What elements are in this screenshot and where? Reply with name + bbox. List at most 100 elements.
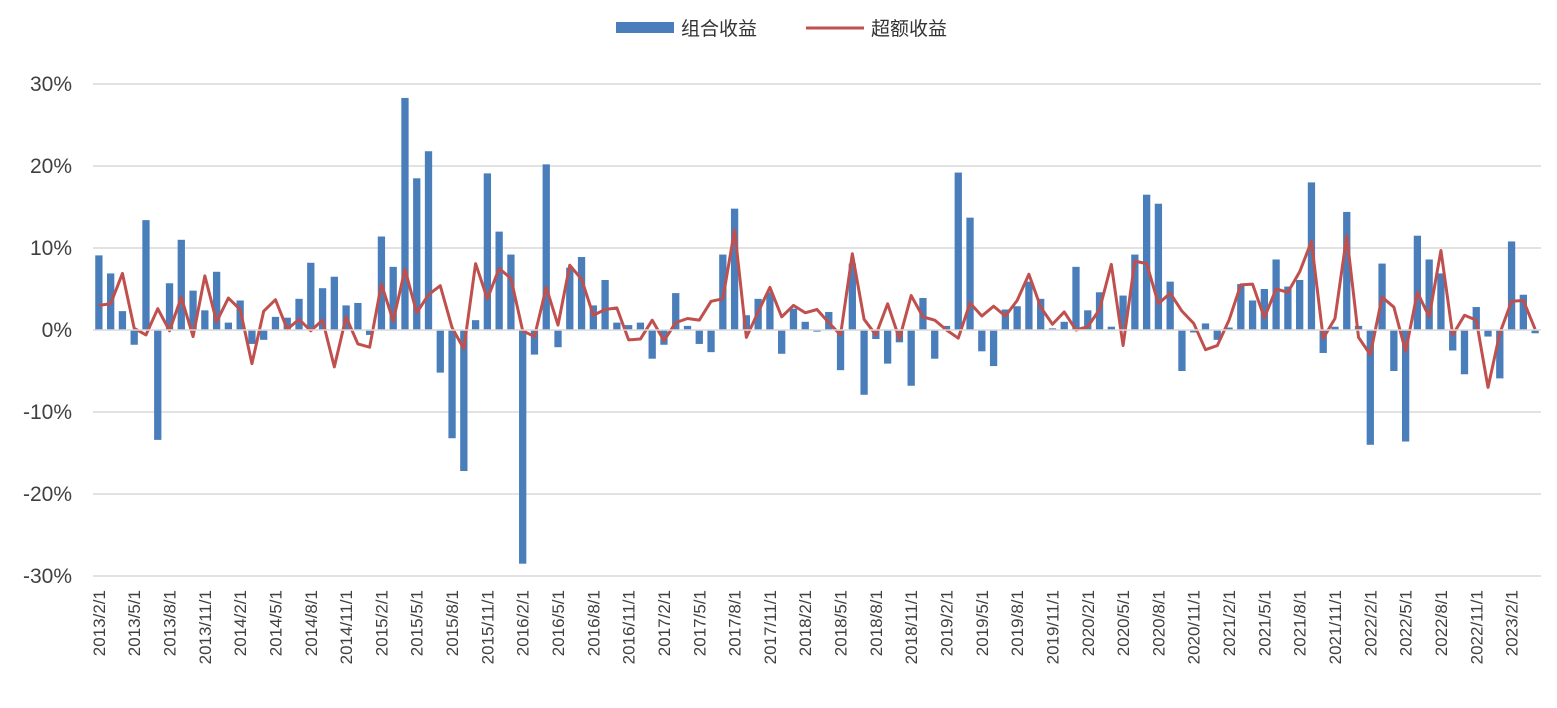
x-tick-label: 2019/2/1 <box>937 590 956 656</box>
x-tick-label: 2020/5/1 <box>1114 590 1133 656</box>
bar-18 <box>307 262 315 330</box>
bar-23 <box>366 330 374 335</box>
x-tick-label: 2017/2/1 <box>655 590 674 656</box>
x-tick-label: 2013/2/1 <box>90 590 109 656</box>
bar-59 <box>789 308 798 330</box>
bar-49 <box>672 293 680 330</box>
x-tick-label: 2018/2/1 <box>796 590 815 656</box>
x-tick-label: 2016/2/1 <box>514 590 533 656</box>
bar-110 <box>1390 330 1398 371</box>
bar-97 <box>1237 284 1245 330</box>
x-tick-label: 2021/11/1 <box>1326 590 1345 664</box>
bar-34 <box>495 231 503 330</box>
x-tick-label: 2014/2/1 <box>231 590 250 656</box>
bar-series <box>95 97 1539 564</box>
bar-2 <box>118 311 127 330</box>
bar-15 <box>271 316 280 330</box>
bar-115 <box>1449 330 1457 351</box>
bar-37 <box>530 330 539 355</box>
bar-74 <box>966 217 974 330</box>
bar-5 <box>154 330 162 440</box>
legend: 组合收益 超额收益 <box>616 18 947 40</box>
bar-61 <box>813 330 821 332</box>
x-tick-label: 2022/8/1 <box>1432 590 1451 656</box>
bar-35 <box>507 254 515 330</box>
bar-100 <box>1272 259 1280 330</box>
bar-93 <box>1190 330 1198 333</box>
bar-116 <box>1460 330 1469 375</box>
bar-104 <box>1319 330 1327 353</box>
bar-103 <box>1307 182 1316 330</box>
bar-96 <box>1225 327 1233 330</box>
x-tick-label: 2018/5/1 <box>832 590 851 656</box>
x-tick-label: 2019/5/1 <box>973 590 992 656</box>
bar-77 <box>1001 309 1010 330</box>
bar-22 <box>354 302 362 330</box>
x-tick-label: 2017/11/1 <box>761 590 780 664</box>
x-tick-label: 2013/11/1 <box>196 590 215 664</box>
x-tick-label: 2021/5/1 <box>1255 590 1274 656</box>
x-tick-label: 2021/8/1 <box>1291 590 1310 656</box>
bar-80 <box>1037 298 1045 330</box>
x-tick-label: 2013/8/1 <box>161 590 180 656</box>
bar-105 <box>1331 326 1339 330</box>
x-tick-label: 2014/5/1 <box>266 590 285 656</box>
bar-118 <box>1484 330 1492 337</box>
y-tick-label: -10% <box>23 401 72 424</box>
bar-33 <box>483 173 492 330</box>
bar-25 <box>389 266 397 330</box>
x-tick-label: 2022/2/1 <box>1361 590 1380 656</box>
bar-41 <box>577 257 586 330</box>
bar-52 <box>707 330 715 353</box>
x-tick-label: 2016/5/1 <box>549 590 568 656</box>
x-tick-label: 2019/11/1 <box>1043 590 1062 664</box>
bar-60 <box>801 321 809 330</box>
bar-88 <box>1131 254 1139 330</box>
legend-label-line: 超额收益 <box>871 18 947 40</box>
bar-112 <box>1413 235 1422 330</box>
bar-13 <box>248 330 256 344</box>
x-tick-label: 2013/5/1 <box>125 590 144 656</box>
bar-32 <box>471 320 480 330</box>
bar-99 <box>1260 289 1268 330</box>
bar-38 <box>542 164 550 330</box>
bar-8 <box>189 290 197 330</box>
bar-83 <box>1072 266 1080 330</box>
bar-26 <box>401 97 409 330</box>
bar-106 <box>1343 211 1351 330</box>
x-tick-label: 2021/2/1 <box>1220 590 1239 656</box>
x-tick-label: 2015/11/1 <box>478 590 497 664</box>
bar-94 <box>1201 323 1210 330</box>
bar-78 <box>1013 306 1021 330</box>
bar-43 <box>601 279 609 330</box>
y-tick-label: 20% <box>30 155 72 178</box>
bar-79 <box>1025 281 1033 330</box>
x-tick-label: 2016/11/1 <box>620 590 639 664</box>
bar-120 <box>1507 241 1516 330</box>
bar-48 <box>660 330 668 345</box>
x-tick-label: 2020/2/1 <box>1079 590 1098 656</box>
bar-64 <box>848 263 856 330</box>
bar-72 <box>942 325 951 330</box>
bar-46 <box>636 322 645 330</box>
bar-14 <box>260 330 268 340</box>
bar-86 <box>1107 326 1115 330</box>
bar-31 <box>460 330 468 472</box>
bar-92 <box>1178 330 1186 371</box>
bar-82 <box>1060 321 1068 330</box>
y-tick-label: 0% <box>42 319 72 342</box>
x-tick-label: 2020/8/1 <box>1149 590 1168 656</box>
x-tick-label: 2023/2/1 <box>1503 590 1522 656</box>
bar-113 <box>1425 259 1433 330</box>
bar-55 <box>742 315 751 330</box>
bar-3 <box>130 330 138 345</box>
x-tick-label: 2017/5/1 <box>690 590 709 656</box>
bar-20 <box>330 276 338 330</box>
x-tick-label: 2019/8/1 <box>1008 590 1027 656</box>
bar-57 <box>766 292 774 330</box>
x-tick-label: 2017/8/1 <box>726 590 745 656</box>
bar-71 <box>931 330 939 359</box>
legend-label-bar: 组合收益 <box>681 18 757 40</box>
